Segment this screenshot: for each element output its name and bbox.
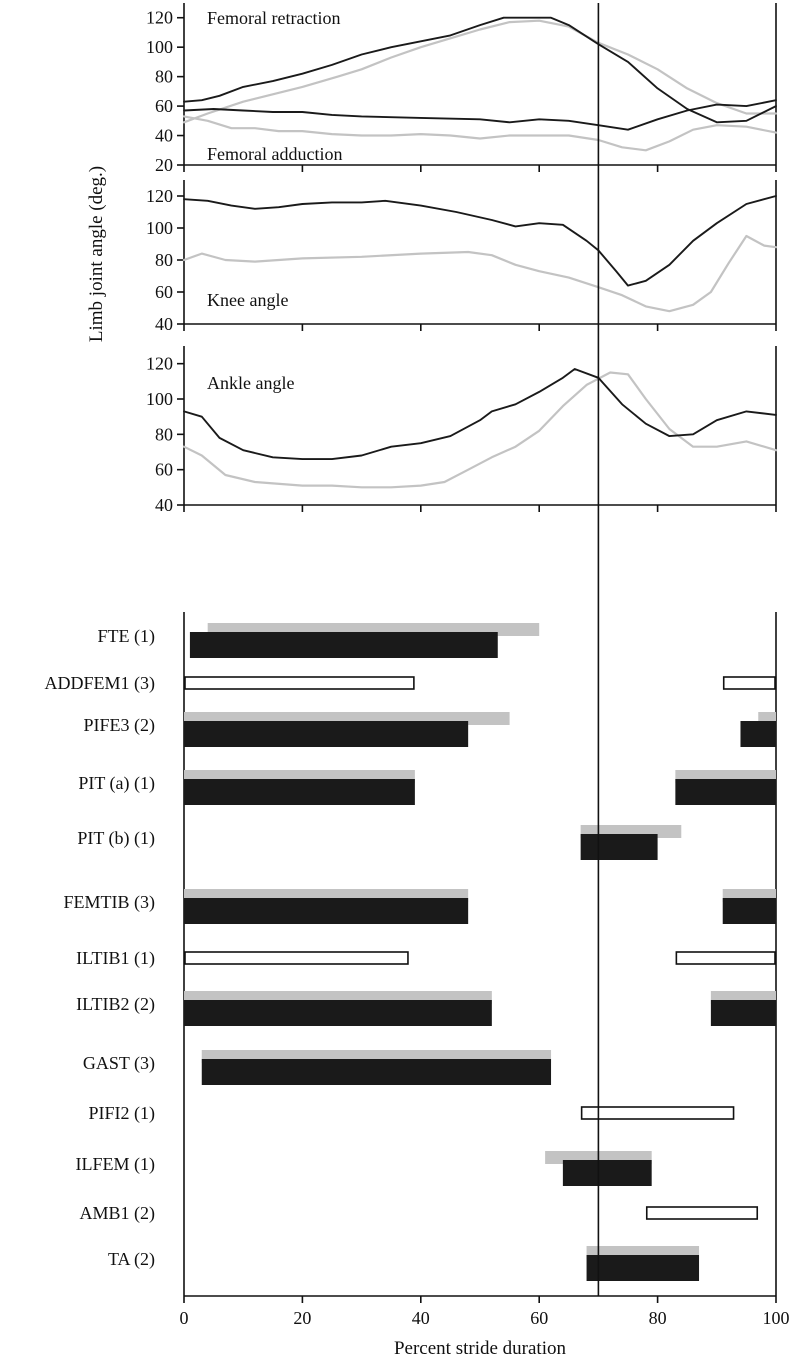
emg-bar-open bbox=[645, 1206, 759, 1220]
emg-row: GAST (3) bbox=[83, 1050, 552, 1085]
y-tick-label: 120 bbox=[146, 354, 173, 374]
emg-bar-open bbox=[184, 676, 415, 690]
panel-label: Knee angle bbox=[207, 290, 288, 310]
emg-bar-black bbox=[740, 721, 776, 747]
emg-row: PIT (a) (1) bbox=[78, 770, 776, 805]
series-line-gray bbox=[182, 19, 778, 124]
emg-row: TA (2) bbox=[108, 1246, 700, 1281]
y-tick-label: 40 bbox=[155, 495, 173, 515]
x-tick-label: 40 bbox=[412, 1308, 430, 1328]
emg-row-label: PIFE3 (2) bbox=[84, 715, 156, 736]
y-tick-label: 120 bbox=[146, 186, 173, 206]
emg-row: ADDFEM1 (3) bbox=[45, 673, 776, 694]
emg-bar-black bbox=[586, 1255, 700, 1281]
x-tick-label: 80 bbox=[649, 1308, 667, 1328]
panel-label: Femoral retraction bbox=[207, 8, 340, 28]
y-axis-title: Limb joint angle (deg.) bbox=[86, 166, 107, 342]
y-tick-label: 80 bbox=[155, 424, 173, 444]
emg-row-label: GAST (3) bbox=[83, 1053, 155, 1074]
emg-row-label: ILTIB1 (1) bbox=[76, 948, 155, 969]
emg-row: ILFEM (1) bbox=[76, 1151, 652, 1186]
emg-bar-black bbox=[189, 632, 498, 658]
emg-bar-black bbox=[675, 779, 776, 805]
emg-bar-open bbox=[184, 951, 409, 965]
emg-row: PIFE3 (2) bbox=[84, 712, 776, 747]
emg-bar-open bbox=[580, 1106, 735, 1120]
x-tick-label: 0 bbox=[180, 1308, 189, 1328]
x-tick-label: 20 bbox=[293, 1308, 311, 1328]
panel-label: Femoral adduction bbox=[207, 144, 342, 164]
x-tick-label: 100 bbox=[763, 1308, 790, 1328]
emg-bar-black bbox=[184, 1000, 492, 1026]
y-tick-label: 100 bbox=[146, 37, 173, 57]
emg-row: FEMTIB (3) bbox=[64, 889, 776, 924]
emg-row-label: PIFI2 (1) bbox=[89, 1103, 156, 1124]
emg-bar-open bbox=[675, 951, 776, 965]
emg-row: PIT (b) (1) bbox=[77, 825, 682, 860]
y-tick-label: 40 bbox=[155, 126, 173, 146]
emg-row-label: ILTIB2 (2) bbox=[76, 994, 155, 1015]
panel-knee: 40 60 80 100 120 Knee angle bbox=[146, 180, 778, 334]
series-line-gray bbox=[182, 115, 778, 152]
emg-row: FTE (1) bbox=[98, 623, 540, 658]
emg-row: AMB1 (2) bbox=[80, 1203, 759, 1224]
emg-row: ILTIB1 (1) bbox=[76, 948, 776, 969]
emg-row: PIFI2 (1) bbox=[89, 1103, 735, 1124]
emg-bar-panel: 0 20 40 60 80 100 FTE (1) ADDFEM1 (3) PIFE3 (2) P… bbox=[45, 612, 790, 1328]
emg-bar-open bbox=[722, 676, 776, 690]
emg-row-label: PIT (b) (1) bbox=[77, 828, 155, 849]
y-tick-label: 80 bbox=[155, 250, 173, 270]
series-line-black bbox=[183, 368, 777, 461]
emg-bar-black bbox=[562, 1160, 652, 1186]
emg-bar-black bbox=[722, 898, 776, 924]
emg-row-label: ADDFEM1 (3) bbox=[45, 673, 156, 694]
panel-femur: 20 40 60 80 100 120 Femoral retraction Femoral … bbox=[146, 3, 778, 175]
emg-bar-black bbox=[184, 779, 415, 805]
y-tick-label: 40 bbox=[155, 314, 173, 334]
series-line-black bbox=[183, 195, 777, 287]
series-line-gray bbox=[182, 234, 778, 313]
x-axis-title: Percent stride duration bbox=[394, 1338, 567, 1359]
emg-row-label: FEMTIB (3) bbox=[64, 892, 156, 913]
emg-row: ILTIB2 (2) bbox=[76, 991, 776, 1026]
y-tick-label: 60 bbox=[155, 460, 173, 480]
series-line-black bbox=[183, 16, 777, 124]
joint-angle-panels: 20 40 60 80 100 120 Femoral retraction Femoral … bbox=[146, 3, 778, 515]
y-tick-label: 20 bbox=[155, 155, 173, 175]
y-tick-label: 100 bbox=[146, 389, 173, 409]
emg-row-label: ILFEM (1) bbox=[76, 1154, 156, 1175]
y-tick-label: 80 bbox=[155, 67, 173, 87]
emg-row-label: AMB1 (2) bbox=[80, 1203, 156, 1224]
emg-row-label: PIT (a) (1) bbox=[78, 773, 155, 794]
y-tick-label: 100 bbox=[146, 218, 173, 238]
panel-label: Ankle angle bbox=[207, 373, 294, 393]
emg-bar-black bbox=[710, 1000, 776, 1026]
emg-bar-black bbox=[201, 1059, 552, 1085]
emg-bar-black bbox=[580, 834, 658, 860]
y-tick-label: 120 bbox=[146, 8, 173, 28]
emg-bar-black bbox=[184, 721, 469, 747]
panel-ankle: 40 60 80 100 120 Ankle angle bbox=[146, 346, 778, 515]
emg-bar-black bbox=[184, 898, 469, 924]
emg-row-label: TA (2) bbox=[108, 1249, 155, 1270]
y-tick-label: 60 bbox=[155, 96, 173, 116]
series-line-black bbox=[183, 99, 777, 131]
emg-row-label: FTE (1) bbox=[98, 626, 156, 647]
x-tick-label: 60 bbox=[530, 1308, 548, 1328]
series-line-gray bbox=[182, 371, 778, 489]
y-tick-label: 60 bbox=[155, 282, 173, 302]
